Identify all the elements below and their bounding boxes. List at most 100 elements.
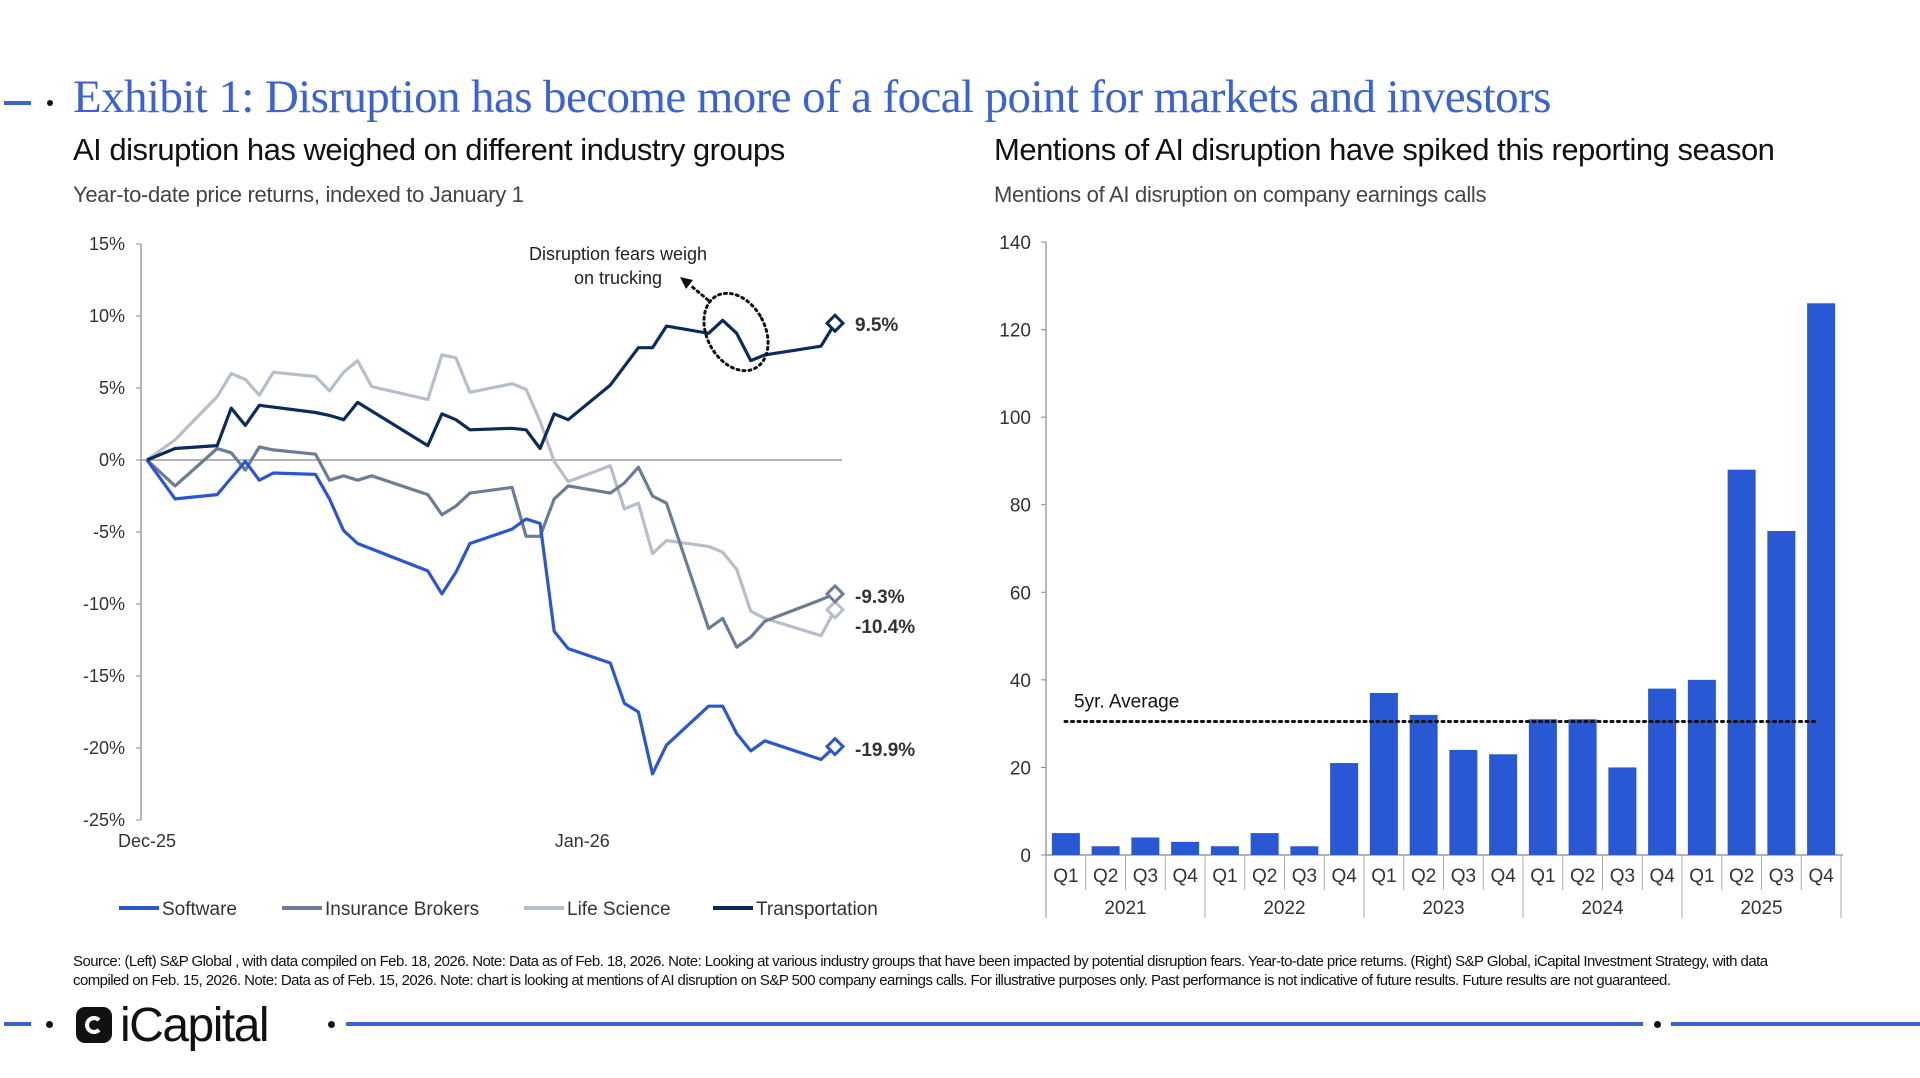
- quarter-label: Q1: [1212, 866, 1237, 887]
- series-line-insurance-brokers: [145, 445, 836, 649]
- icapital-logo: iCapital: [76, 998, 270, 1052]
- bar: [1727, 469, 1756, 855]
- icapital-logo-icon: [76, 1007, 112, 1043]
- quarter-label: Q1: [1371, 866, 1396, 887]
- year-label: 2021: [1104, 898, 1146, 919]
- quarter-label: Q4: [1649, 866, 1675, 887]
- bar: [1171, 841, 1200, 855]
- right-chart-subtitle: Mentions of AI disruption on company ear…: [994, 182, 1487, 207]
- bar: [1409, 714, 1438, 855]
- year-label: 2024: [1581, 898, 1624, 919]
- end-marker-diamond: [824, 599, 846, 620]
- quarter-label: Q3: [1133, 866, 1158, 887]
- source-note-line1: Source: (Left) S&P Global , with data co…: [73, 953, 1768, 970]
- quarter-label: Q2: [1411, 866, 1436, 887]
- end-marker-diamond: [824, 736, 846, 757]
- y-tick-label: 0: [1020, 846, 1031, 867]
- year-label: 2023: [1422, 898, 1464, 919]
- series-line-software: [145, 459, 837, 776]
- quarter-label: Q4: [1490, 866, 1516, 887]
- x-tick-label: Jan-26: [555, 831, 610, 851]
- bar: [1250, 833, 1279, 855]
- bar: [1568, 719, 1597, 855]
- y-tick-label: 15%: [89, 234, 125, 254]
- y-tick-label: 80: [1010, 496, 1031, 517]
- series-line-life-science: [146, 353, 837, 638]
- quarter-label: Q2: [1729, 866, 1754, 887]
- legend-label: Life Science: [567, 899, 671, 920]
- bar: [1528, 719, 1557, 855]
- y-tick-label: 10%: [89, 306, 125, 326]
- end-value-label: -10.4%: [855, 617, 915, 638]
- quarter-label: Q3: [1769, 866, 1794, 887]
- line-chart: 15% 10% 5% 0% -5% -10% -15% -20% -25% Dec-25 Jan-…: [83, 234, 915, 920]
- quarter-label: Q3: [1451, 866, 1476, 887]
- left-chart-title: AI disruption has weighed on different i…: [73, 132, 785, 167]
- y-tick-label: 60: [1010, 583, 1031, 604]
- year-label: 2022: [1263, 898, 1305, 919]
- end-value-label: -19.9%: [855, 740, 915, 761]
- y-tick-label: 40: [1010, 671, 1031, 692]
- end-marker-diamond: [824, 313, 846, 334]
- source-note-line2: compiled on Feb. 15, 2026. Note: Data as…: [73, 972, 1671, 989]
- average-label: 5yr. Average: [1074, 691, 1179, 712]
- y-tick-label: 20: [1010, 758, 1031, 779]
- bar: [1290, 846, 1319, 855]
- bar: [1608, 767, 1637, 855]
- x-tick-label: Dec-25: [118, 831, 176, 851]
- series-line-transportation: [146, 318, 837, 462]
- quarter-label: Q1: [1689, 866, 1714, 887]
- right-chart-title: Mentions of AI disruption have spiked th…: [994, 132, 1775, 167]
- year-label: 2025: [1740, 898, 1782, 919]
- quarter-label: Q1: [1530, 866, 1555, 887]
- decorative-dash: [4, 1022, 31, 1026]
- decorative-dot: [46, 1021, 53, 1028]
- annotation-ellipse: [702, 291, 770, 373]
- legend-label: Transportation: [756, 899, 878, 920]
- annotation: Disruption fears weigh on trucking: [529, 244, 770, 373]
- logo-text: iCapital: [120, 998, 270, 1052]
- decorative-dot: [1654, 1021, 1661, 1028]
- bar: [1369, 692, 1398, 855]
- left-chart-subtitle: Year-to-date price returns, indexed to J…: [73, 182, 524, 207]
- legend-label: Insurance Brokers: [325, 899, 479, 920]
- annotation-arrow-line: [688, 283, 710, 302]
- end-value-label: 9.5%: [855, 315, 898, 336]
- decorative-dot: [47, 100, 53, 106]
- y-tick-label: -20%: [83, 738, 125, 758]
- y-tick-label: -25%: [83, 810, 125, 830]
- bar: [1091, 846, 1120, 855]
- quarter-label: Q3: [1292, 866, 1317, 887]
- bar: [1051, 833, 1080, 855]
- quarter-label: Q4: [1808, 866, 1834, 887]
- quarter-label: Q1: [1053, 866, 1078, 887]
- annotation-text-line1: Disruption fears weigh: [529, 244, 707, 264]
- footer-rule: [346, 1022, 1643, 1026]
- quarter-label: Q4: [1331, 866, 1357, 887]
- quarter-label: Q4: [1172, 866, 1198, 887]
- decorative-dot: [328, 1021, 335, 1028]
- y-tick-label: 0%: [99, 450, 125, 470]
- page-title: Exhibit 1: Disruption has become more of…: [73, 71, 1551, 123]
- y-tick-label: 5%: [99, 378, 125, 398]
- bar-chart: 0 20 40 60 80 100 120 140 Q1 Q2 Q3 Q4 Q1 Q2 Q3 Q4 Q1 Q2 Q…: [999, 233, 1843, 919]
- bar: [1131, 837, 1160, 855]
- decorative-dash: [4, 101, 31, 105]
- bar: [1449, 749, 1478, 855]
- bar: [1807, 303, 1836, 855]
- legend: Software Insurance Brokers Life Science Tra…: [119, 899, 878, 920]
- bar: [1648, 688, 1677, 855]
- bar: [1687, 679, 1716, 855]
- end-value-label: -9.3%: [855, 587, 905, 608]
- end-marker-diamond: [824, 583, 846, 605]
- y-tick-label: -10%: [83, 594, 125, 614]
- quarter-label: Q2: [1093, 866, 1118, 887]
- bar: [1210, 846, 1239, 855]
- footer-rule: [1671, 1022, 1920, 1026]
- quarter-label: Q2: [1252, 866, 1277, 887]
- bar: [1330, 763, 1359, 855]
- legend-label: Software: [162, 899, 237, 920]
- y-tick-label: 140: [999, 233, 1031, 254]
- annotation-text-line2: on trucking: [574, 268, 662, 288]
- y-tick-label: 120: [999, 321, 1031, 342]
